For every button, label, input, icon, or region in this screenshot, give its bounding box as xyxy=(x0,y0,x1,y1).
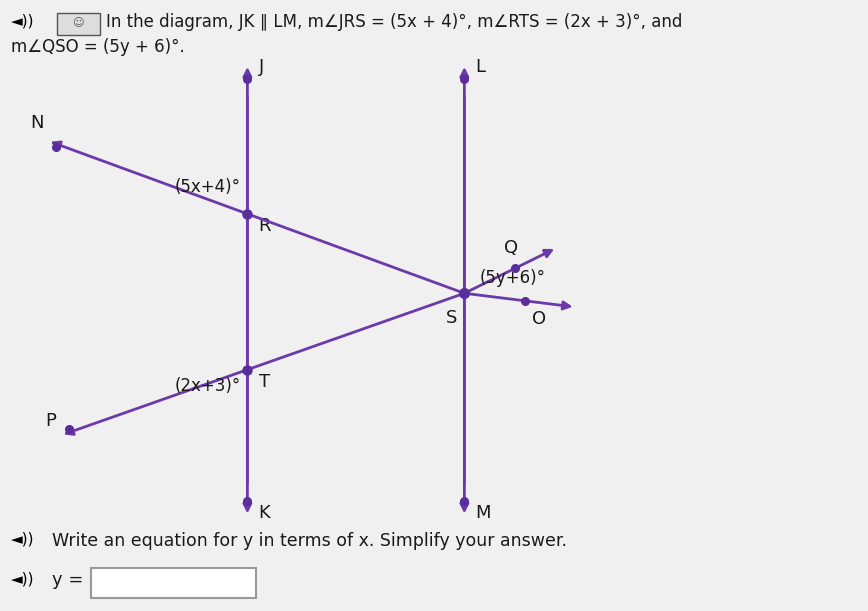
Text: K: K xyxy=(259,504,271,522)
Text: N: N xyxy=(30,114,43,131)
Text: P: P xyxy=(45,412,56,430)
Text: Write an equation for y in terms of x. Simplify your answer.: Write an equation for y in terms of x. S… xyxy=(52,532,567,549)
FancyBboxPatch shape xyxy=(57,13,100,35)
Text: (2x+3)°: (2x+3)° xyxy=(174,377,240,395)
FancyBboxPatch shape xyxy=(91,568,256,598)
Text: ◄)): ◄)) xyxy=(11,532,35,547)
Text: J: J xyxy=(259,59,264,76)
Text: R: R xyxy=(259,217,271,235)
Text: Q: Q xyxy=(503,240,518,257)
Text: L: L xyxy=(476,59,486,76)
Text: y =: y = xyxy=(52,571,83,589)
Text: ☺: ☺ xyxy=(72,18,84,28)
Text: T: T xyxy=(259,373,270,390)
Text: In the diagram, JK ∥ LM, m∠JRS = (5x + 4)°, m∠RTS = (2x + 3)°, and: In the diagram, JK ∥ LM, m∠JRS = (5x + 4… xyxy=(106,13,682,31)
Text: m∠QSO = (5y + 6)°.: m∠QSO = (5y + 6)°. xyxy=(11,38,185,56)
Text: O: O xyxy=(532,310,547,328)
Text: ◄)): ◄)) xyxy=(11,571,35,587)
Text: (5x+4)°: (5x+4)° xyxy=(174,178,240,196)
Text: ◄)): ◄)) xyxy=(11,13,35,29)
Text: (5y+6)°: (5y+6)° xyxy=(480,269,546,287)
Text: S: S xyxy=(446,309,457,326)
Text: M: M xyxy=(476,504,491,522)
